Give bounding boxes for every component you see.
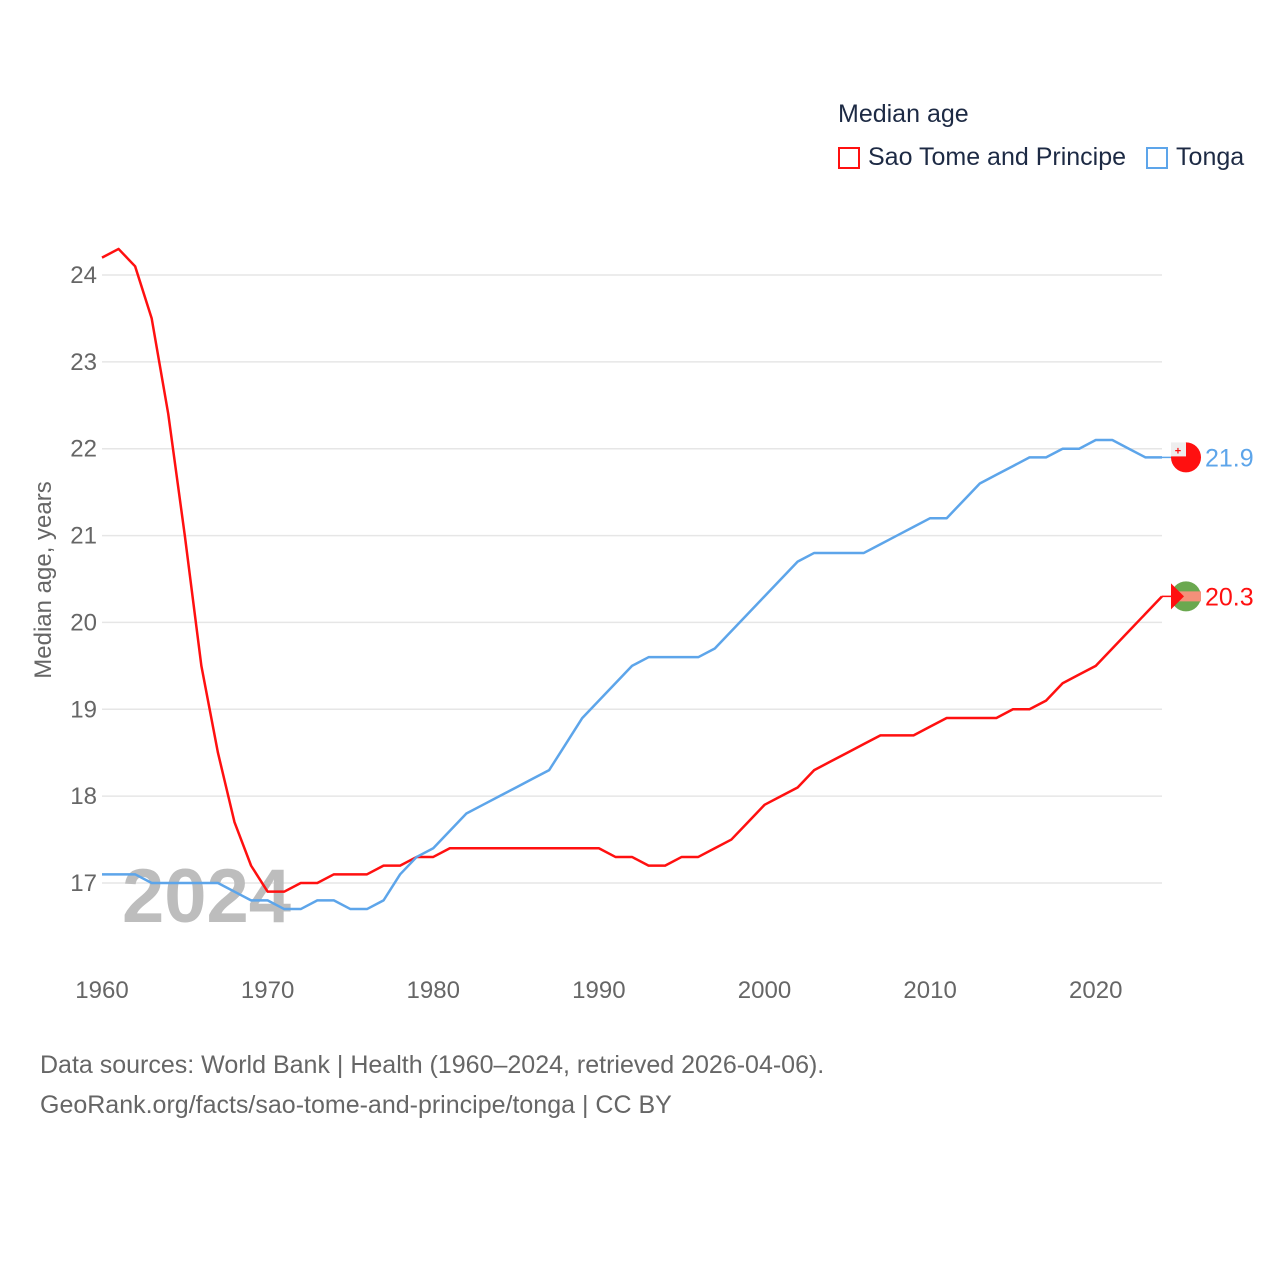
- legend-swatch-tonga: [1146, 146, 1169, 169]
- series-line-sao-tome: [101, 247, 1163, 893]
- year-watermark: 2024: [122, 854, 291, 939]
- x-tick-label: 1980: [407, 977, 460, 1004]
- legend-label: Tonga: [1176, 143, 1245, 171]
- source-note: Data sources: World Bank | Health (1960–…: [40, 1045, 824, 1125]
- source-line-1: Data sources: World Bank | Health (1960–…: [40, 1051, 825, 1079]
- y-tick-label: 24: [70, 262, 97, 289]
- legend-item-sao-tome[interactable]: Sao Tome and Principe: [838, 143, 1126, 172]
- x-tick-label: 2000: [738, 977, 791, 1004]
- x-tick-label: 1990: [572, 977, 625, 1004]
- y-tick-label: 20: [70, 609, 97, 636]
- end-value-label: 21.9: [1205, 444, 1254, 472]
- y-tick-label: 19: [70, 696, 97, 723]
- x-tick-label: 2020: [1069, 977, 1122, 1004]
- sao-tome-flag-triangle: [1171, 583, 1184, 610]
- y-tick-label: 22: [70, 436, 97, 463]
- tonga-flag-cross: +: [1175, 445, 1181, 457]
- end-value-label: 20.3: [1205, 583, 1254, 611]
- x-tick-label: 2010: [903, 977, 956, 1004]
- x-tick-label: 1960: [75, 977, 128, 1004]
- y-tick-label: 18: [70, 783, 97, 810]
- legend-item-tonga[interactable]: Tonga: [1146, 143, 1244, 172]
- legend: Sao Tome and Principe Tonga: [838, 143, 1264, 172]
- legend-swatch-sao-tome: [838, 146, 860, 169]
- x-tick-label: 1970: [241, 977, 294, 1004]
- y-tick-label: 21: [70, 523, 97, 550]
- y-tick-label: 17: [70, 870, 97, 897]
- legend-title: Median age: [838, 100, 969, 128]
- tonga-flag-canton: [1171, 442, 1186, 457]
- sao-tome-flag-band: [1171, 591, 1201, 602]
- y-axis-label: Median age, years: [30, 481, 57, 678]
- y-tick-label: 23: [70, 349, 97, 376]
- series-line-tonga: [102, 438, 1162, 911]
- legend-label: Sao Tome and Principe: [868, 143, 1127, 171]
- source-line-2[interactable]: GeoRank.org/facts/sao-tome-and-principe/…: [40, 1091, 672, 1119]
